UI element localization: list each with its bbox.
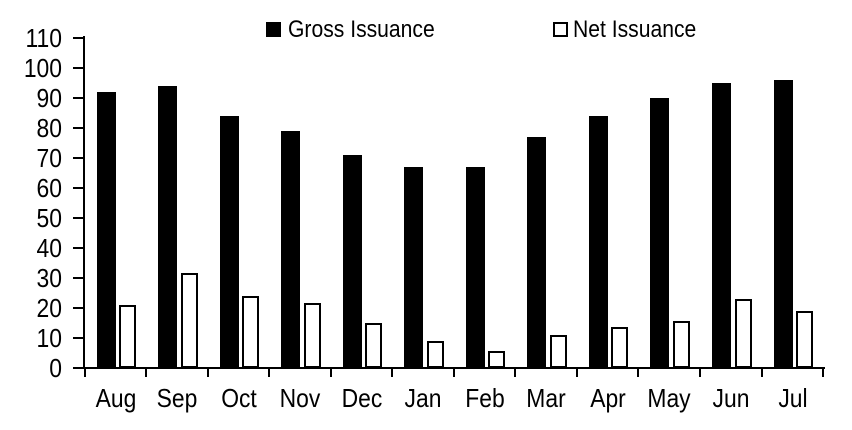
x-axis-tick [822,369,824,377]
gross-issuance-bar [712,83,731,368]
y-axis-tick [73,67,83,69]
x-axis-category-label: Oct [221,383,257,413]
y-axis-tick [73,97,83,99]
net-issuance-bar [550,335,567,368]
gross-issuance-bar [650,98,669,368]
y-axis-tick-label: 100 [23,53,63,83]
y-axis-tick [73,337,83,339]
x-axis-category-label: Sep [156,383,198,413]
y-axis-tick [73,307,83,309]
gross-issuance-bar [281,131,300,368]
net-issuance-swatch-icon [553,22,568,37]
x-axis-category-label: Jun [712,383,750,413]
x-axis-tick [514,369,516,377]
net-issuance-bar [673,321,690,368]
x-axis-category-label: Mar [526,383,566,413]
y-axis-tick [73,157,83,159]
net-issuance-bar [427,341,444,368]
gross-issuance-bar [220,116,239,368]
y-axis-tick-label: 20 [36,293,62,323]
x-axis-tick [761,369,763,377]
gross-issuance-bar [774,80,793,368]
x-axis-tick [453,369,455,377]
y-axis-tick-label: 50 [36,203,62,233]
net-issuance-bar [365,323,382,368]
x-axis-tick [391,369,393,377]
net-issuance-bar [611,327,628,368]
y-axis-tick-label: 110 [25,23,62,53]
x-axis-category-label: Dec [341,383,383,413]
net-issuance-bar [242,296,259,368]
y-axis-tick-label: 80 [36,113,62,143]
y-axis-line [83,36,85,369]
legend-label-gross-issuance: Gross Issuance [288,16,435,43]
y-axis-tick [73,37,83,39]
chart-legend: Gross Issuance Net Issuance [0,0,852,50]
gross-issuance-bar [589,116,608,368]
y-axis-tick-label: 0 [49,353,62,383]
net-issuance-bar [181,273,198,368]
y-axis-tick-label: 90 [36,83,62,113]
x-axis-category-label: Apr [590,383,626,413]
x-axis-tick [268,369,270,377]
gross-issuance-bar [158,86,177,368]
net-issuance-bar [488,351,505,368]
net-issuance-bar [735,299,752,368]
legend-label-net-issuance: Net Issuance [573,16,697,43]
gross-issuance-swatch-icon [266,22,281,37]
net-issuance-bar [304,303,321,368]
x-axis-category-label: Feb [465,383,505,413]
y-axis-tick [73,217,83,219]
y-axis-tick-label: 70 [36,143,62,173]
x-axis-category-label: Jan [404,383,442,413]
x-axis-tick [330,369,332,377]
x-axis-tick [84,369,86,377]
gross-issuance-bar [527,137,546,368]
y-axis-tick [73,367,83,369]
gross-issuance-bar [404,167,423,368]
net-issuance-bar [796,311,813,368]
y-axis-tick [73,127,83,129]
x-axis-tick [576,369,578,377]
x-axis-category-label: Jul [778,383,808,413]
y-axis-tick-label: 40 [36,233,62,263]
y-axis-tick-label: 10 [36,323,62,353]
y-axis-tick [73,187,83,189]
y-axis-tick [73,247,83,249]
x-axis-tick [207,369,209,377]
x-axis-tick [637,369,639,377]
x-axis-category-label: Nov [279,383,321,413]
net-issuance-bar [119,305,136,368]
gross-issuance-bar [343,155,362,368]
gross-issuance-bar [97,92,116,368]
y-axis-tick-label: 30 [36,263,62,293]
y-axis-tick-label: 60 [36,173,62,203]
x-axis-category-label: Aug [95,383,137,413]
x-axis-tick [699,369,701,377]
x-axis-line [83,367,825,369]
x-axis-category-label: May [647,383,691,413]
gross-issuance-bar [466,167,485,368]
x-axis-tick [145,369,147,377]
y-axis-tick [73,277,83,279]
